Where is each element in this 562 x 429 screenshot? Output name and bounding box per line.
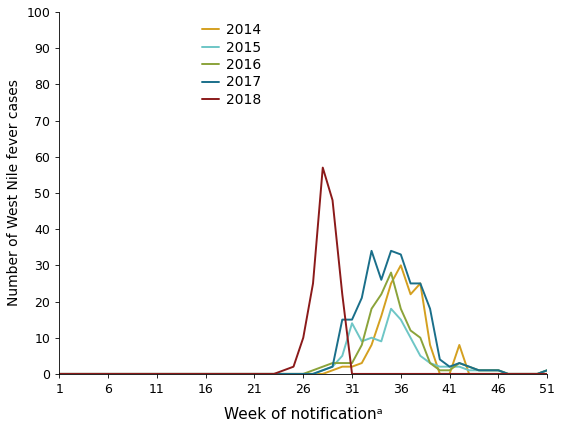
2016 [202,372,209,377]
2018 [202,372,209,377]
2017 [212,372,219,377]
Y-axis label: Number of West Nile fever cases: Number of West Nile fever cases [7,79,21,306]
2016 [388,270,395,275]
2014 [212,372,219,377]
2015 [388,306,395,311]
2017 [544,368,551,373]
2014 [417,281,424,286]
2018 [534,372,541,377]
2016 [56,372,63,377]
2016 [544,368,551,373]
Legend: 2014, 2015, 2016, 2017, 2018: 2014, 2015, 2016, 2017, 2018 [198,19,265,111]
Line: 2015: 2015 [60,309,547,374]
2016 [417,335,424,340]
2015 [534,372,541,377]
2017 [388,248,395,254]
2018 [544,372,551,377]
2015 [202,372,209,377]
2017 [202,372,209,377]
2017 [164,372,170,377]
2016 [378,292,384,297]
2015 [378,339,384,344]
2014 [202,372,209,377]
2017 [417,281,424,286]
2015 [544,368,551,373]
2018 [164,372,170,377]
X-axis label: Week of notificationᵃ: Week of notificationᵃ [224,407,383,422]
2015 [417,353,424,358]
2015 [164,372,170,377]
2014 [544,372,551,377]
2014 [534,372,541,377]
2016 [534,372,541,377]
2017 [56,372,63,377]
Line: 2018: 2018 [60,168,547,374]
Line: 2017: 2017 [60,251,547,374]
2014 [56,372,63,377]
2016 [164,372,170,377]
2014 [397,263,404,268]
Line: 2014: 2014 [60,265,547,374]
2018 [388,372,395,377]
Line: 2016: 2016 [60,272,547,374]
2018 [319,165,326,170]
2018 [56,372,63,377]
2014 [378,314,384,319]
2016 [212,372,219,377]
2015 [56,372,63,377]
2017 [368,248,375,254]
2015 [212,372,219,377]
2014 [164,372,170,377]
2018 [212,372,219,377]
2018 [417,372,424,377]
2017 [534,372,541,377]
